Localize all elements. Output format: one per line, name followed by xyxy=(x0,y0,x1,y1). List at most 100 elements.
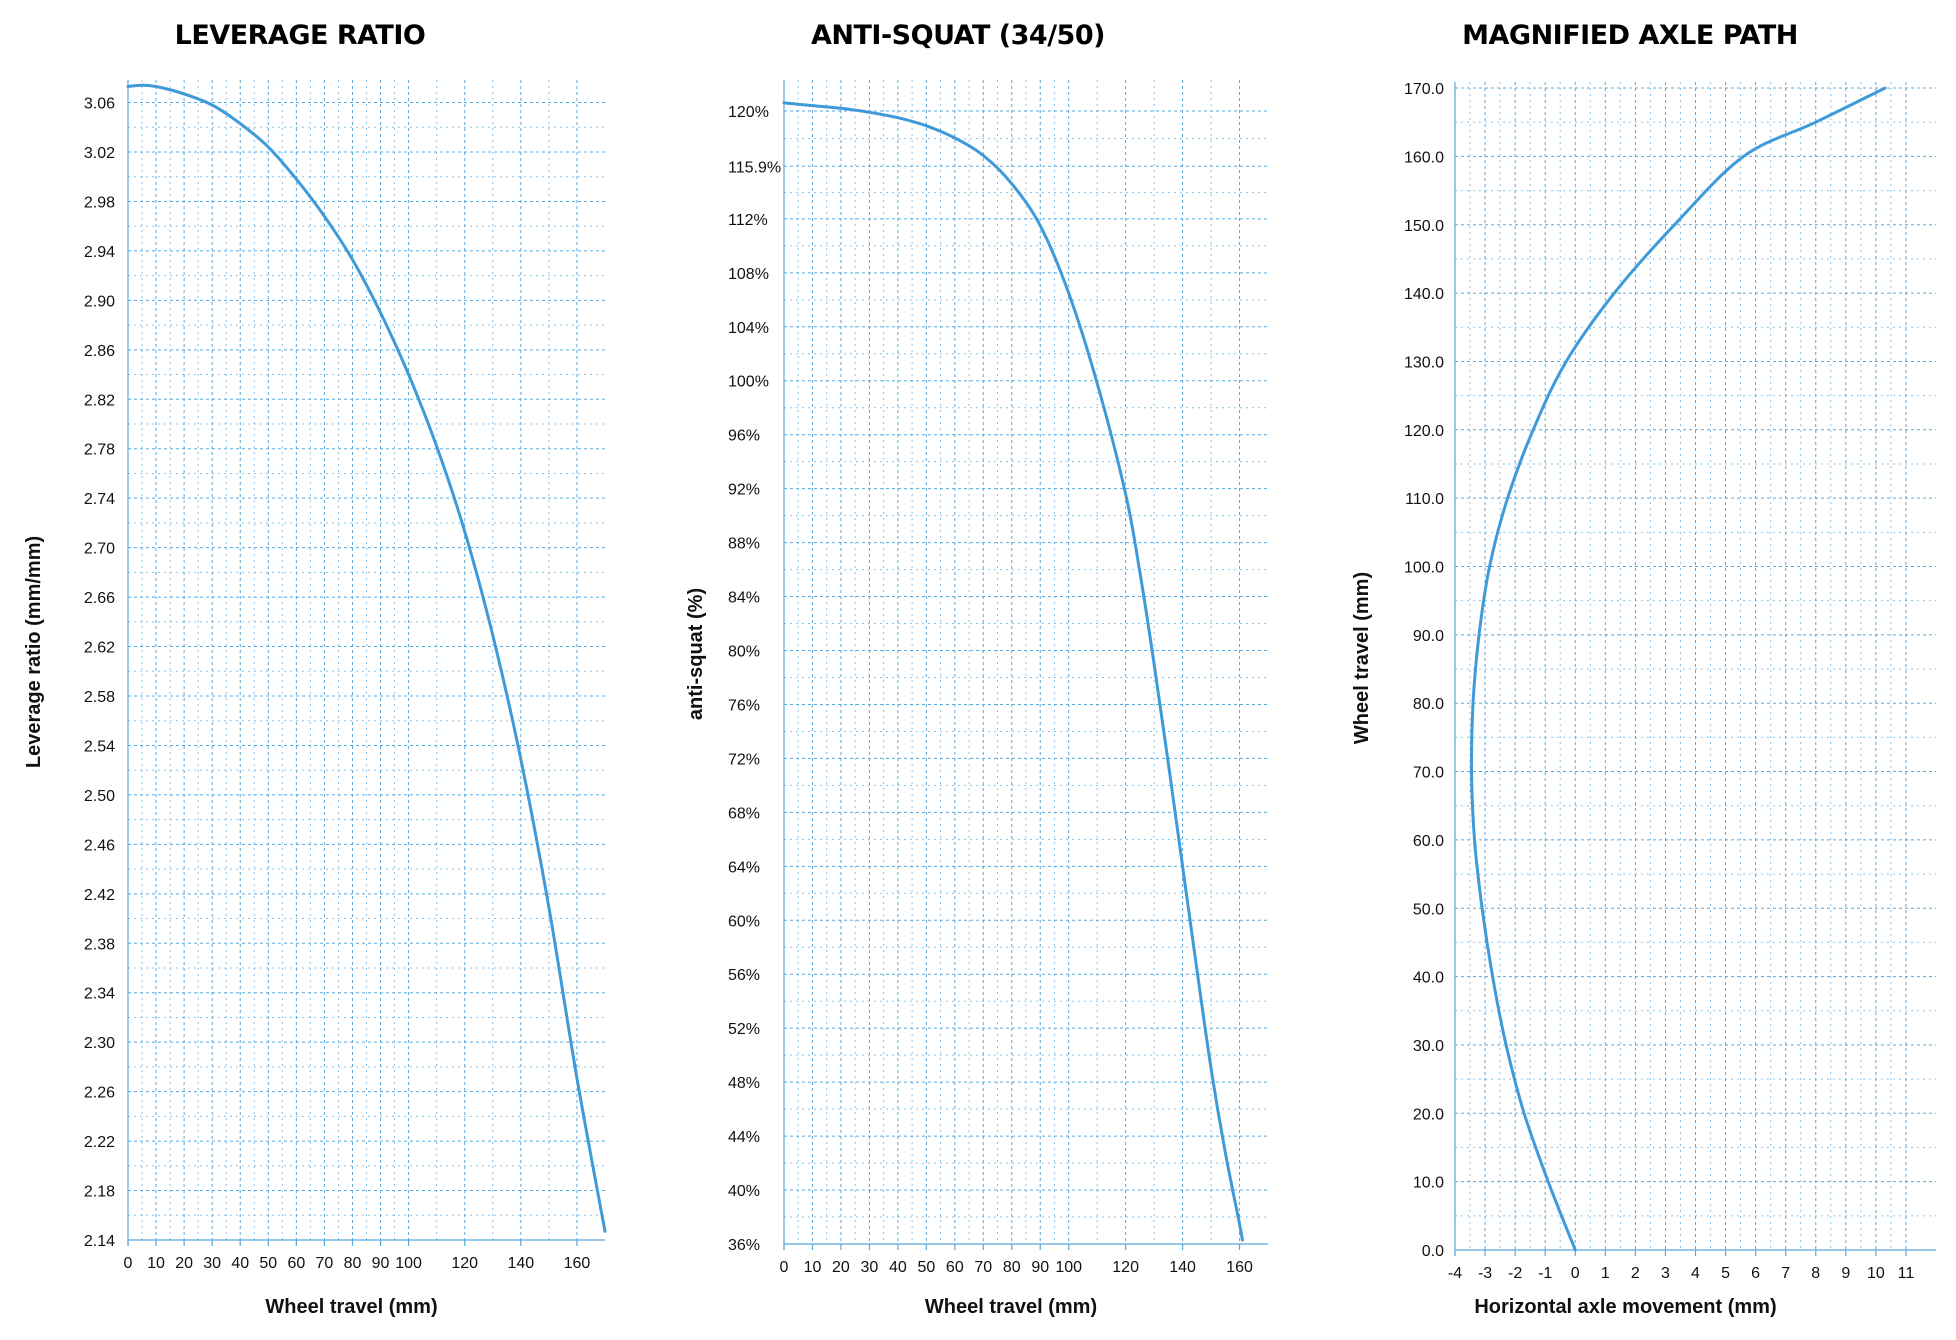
y-tick-label: 2.86 xyxy=(84,343,115,360)
y-tick-label: 140.0 xyxy=(1404,286,1444,303)
y-tick-label: 96% xyxy=(728,428,760,445)
x-tick-label: 20 xyxy=(832,1259,850,1276)
y-axis-label: Wheel travel (mm) xyxy=(1351,572,1373,744)
y-tick-label: 2.42 xyxy=(84,887,115,904)
y-tick-label: 2.54 xyxy=(84,738,115,755)
y-tick-label: 80.0 xyxy=(1413,696,1444,713)
y-tick-label: 76% xyxy=(728,697,760,714)
y-tick-label: 2.70 xyxy=(84,541,115,558)
x-tick-label: -4 xyxy=(1448,1265,1462,1282)
y-tick-label: 120% xyxy=(728,104,769,121)
y-tick-label: 36% xyxy=(728,1237,760,1254)
x-tick-label: 0 xyxy=(1571,1265,1580,1282)
y-tick-label: 104% xyxy=(728,320,769,337)
y-tick-label: 2.26 xyxy=(84,1085,115,1102)
x-tick-label: 80 xyxy=(344,1255,362,1272)
y-tick-label: 2.66 xyxy=(84,590,115,607)
y-tick-label: 70.0 xyxy=(1413,765,1444,782)
x-tick-label: 1 xyxy=(1601,1265,1610,1282)
x-tick-label: 90 xyxy=(1031,1259,1049,1276)
x-tick-label: 90 xyxy=(372,1255,390,1272)
y-tick-label: 2.22 xyxy=(84,1134,115,1151)
y-tick-label: 115.9% xyxy=(728,159,781,176)
x-tick-label: 40 xyxy=(889,1259,907,1276)
x-tick-label: 160 xyxy=(564,1255,591,1272)
y-tick-label: 100.0 xyxy=(1404,560,1444,577)
y-tick-label: 60% xyxy=(728,913,760,930)
y-tick-label: 120.0 xyxy=(1404,423,1444,440)
y-tick-label: 3.02 xyxy=(84,145,115,162)
y-tick-label: 2.94 xyxy=(84,244,115,261)
antisquat-curve xyxy=(782,101,1244,1242)
y-tick-label: 2.82 xyxy=(84,392,115,409)
x-tick-label: 140 xyxy=(1169,1259,1196,1276)
y-tick-label: 160.0 xyxy=(1404,149,1444,166)
leverage-chart-title: LEVERAGE RATIO xyxy=(175,20,426,51)
x-tick-label: 30 xyxy=(203,1255,221,1272)
x-tick-label: 5 xyxy=(1721,1265,1730,1282)
y-tick-label: 2.46 xyxy=(84,837,115,854)
anti-squat-chart: 0 10 20 30 40 50 60 70 80 90 100 120 140 160 36% 40% 44%… xyxy=(685,20,1268,1318)
axle-chart-title: MAGNIFIED AXLE PATH xyxy=(1462,20,1798,51)
y-tick-label: 20.0 xyxy=(1413,1106,1444,1123)
x-tick-label: 10 xyxy=(804,1259,822,1276)
y-tick-label: 60.0 xyxy=(1413,833,1444,850)
y-tick-label: 56% xyxy=(728,967,760,984)
y-axis-label: anti-squat (%) xyxy=(685,588,707,720)
x-tick-label: 4 xyxy=(1691,1265,1700,1282)
x-axis-label: Wheel travel (mm) xyxy=(265,1296,437,1318)
y-tick-label: 2.50 xyxy=(84,788,115,805)
y-tick-label: 2.38 xyxy=(84,936,115,953)
y-axis-label: Leverage ratio (mm/mm) xyxy=(23,536,45,768)
y-tick-label: 2.74 xyxy=(84,491,115,508)
x-tick-label: 160 xyxy=(1226,1259,1253,1276)
y-tick-label: 150.0 xyxy=(1404,218,1444,235)
y-tick-label: 2.34 xyxy=(84,986,115,1003)
y-tick-label: 44% xyxy=(728,1129,760,1146)
x-tick-label: 8 xyxy=(1811,1265,1820,1282)
y-tick-label: 3.06 xyxy=(84,96,115,113)
x-tick-label: 60 xyxy=(946,1259,964,1276)
axle-path-chart: -4 -3 -2 -1 0 1 2 3 4 5 6 7 8 9 10 110.010.020.030.040.… xyxy=(1351,20,1936,1318)
x-tick-label: 70 xyxy=(316,1255,334,1272)
y-tick-label: 40.0 xyxy=(1413,970,1444,987)
x-tick-label: 50 xyxy=(259,1255,277,1272)
x-tick-label: -2 xyxy=(1508,1265,1522,1282)
leverage-ratio-chart: 0 10 20 30 40 50 60 70 80 90 100 120 140 160 2.14 2.18 2… xyxy=(23,20,607,1318)
y-tick-label: 2.58 xyxy=(84,689,115,706)
y-tick-label: 84% xyxy=(728,590,760,607)
x-tick-label: 60 xyxy=(287,1255,305,1272)
x-tick-label: 20 xyxy=(175,1255,193,1272)
x-axis-label: Horizontal axle movement (mm) xyxy=(1474,1296,1776,1318)
y-tick-label: 50.0 xyxy=(1413,901,1444,918)
y-tick-label: 48% xyxy=(728,1075,760,1092)
x-tick-label: 70 xyxy=(974,1259,992,1276)
y-tick-label: 2.98 xyxy=(84,194,115,211)
y-tick-label: 40% xyxy=(728,1183,760,1200)
y-tick-label: 2.90 xyxy=(84,293,115,310)
x-tick-label: -3 xyxy=(1478,1265,1492,1282)
y-tick-label: 88% xyxy=(728,536,760,553)
x-tick-label: 100 xyxy=(1055,1259,1082,1276)
x-tick-label: -1 xyxy=(1538,1265,1552,1282)
y-tick-label: 110.0 xyxy=(1405,491,1444,508)
y-tick-label: 80% xyxy=(728,644,760,661)
y-tick-label: 92% xyxy=(728,482,760,499)
x-tick-label: 7 xyxy=(1781,1265,1790,1282)
x-tick-label: 10 xyxy=(1867,1265,1885,1282)
x-tick-label: 140 xyxy=(507,1255,534,1272)
y-tick-label: 108% xyxy=(728,266,769,283)
x-tick-label: 3 xyxy=(1661,1265,1670,1282)
y-tick-label: 2.14 xyxy=(84,1233,115,1250)
x-tick-label: 10 xyxy=(147,1255,165,1272)
y-tick-label: 170.0 xyxy=(1404,81,1444,98)
y-tick-label: 2.30 xyxy=(84,1035,115,1052)
y-tick-label: 90.0 xyxy=(1413,628,1444,645)
axle-curve xyxy=(1469,86,1887,1252)
x-tick-label: 120 xyxy=(1112,1259,1139,1276)
x-tick-label: 80 xyxy=(1003,1259,1021,1276)
y-tick-label: 2.62 xyxy=(84,640,115,657)
y-tick-label: 68% xyxy=(728,805,760,822)
y-tick-label: 72% xyxy=(728,751,760,768)
